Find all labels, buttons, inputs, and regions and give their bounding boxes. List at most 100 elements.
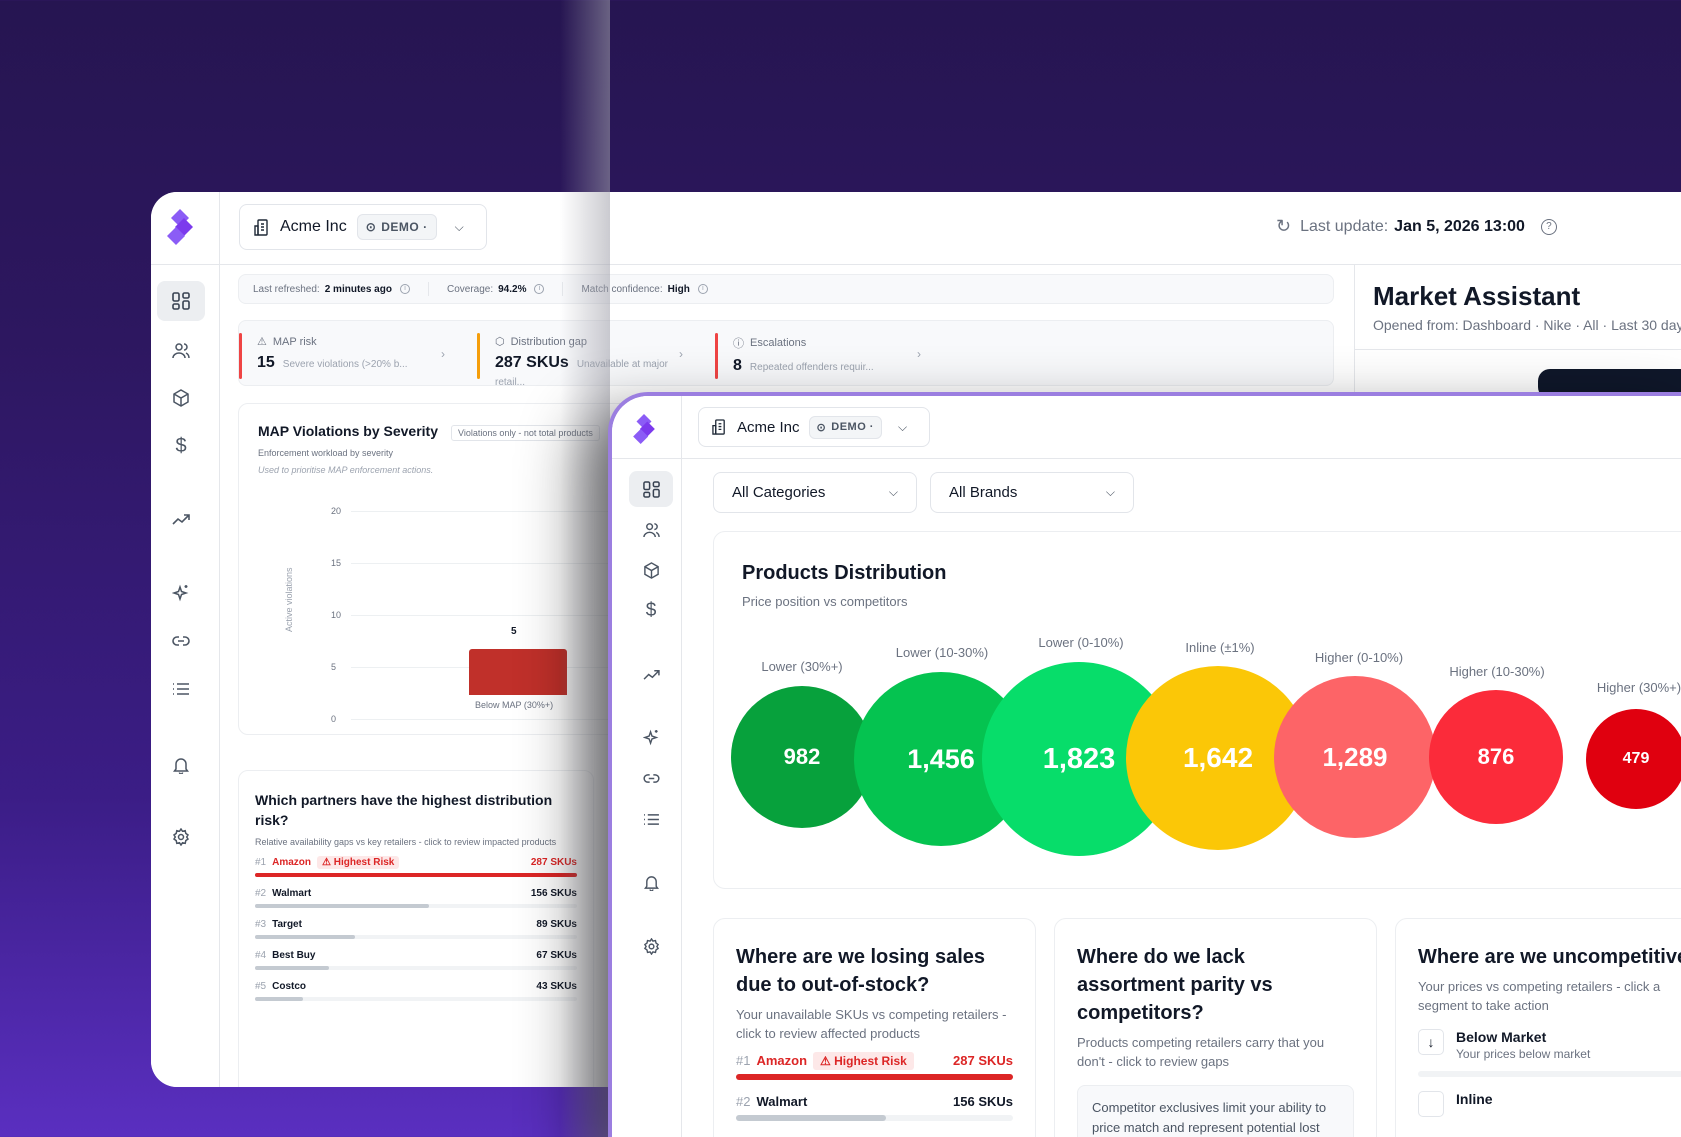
info-icon[interactable]: i (399, 284, 410, 294)
nav-list-icon[interactable] (157, 672, 205, 706)
assortment-note: Competitor exclusives limit your ability… (1077, 1085, 1354, 1137)
card-subtitle: Products competing retailers carry that … (1077, 1035, 1325, 1069)
card-subtitle: Relative availability gaps vs key retail… (255, 837, 557, 847)
sidebar: $ (151, 192, 220, 1087)
card-title: Where are we uncompetitive on price? (1418, 946, 1681, 968)
assistant-title: Market Assistant (1373, 281, 1581, 311)
bar-below-map-30[interactable] (469, 649, 567, 695)
building-icon (712, 419, 725, 435)
bar-value-label: 5 (511, 626, 517, 637)
nav-products-box-icon[interactable] (629, 554, 673, 586)
chevron-down-icon: ⌵ (1105, 485, 1115, 499)
kpi-strip: ⚠ MAP risk 15 Severe violations (>20% b...… (238, 320, 1334, 388)
nav-trends-icon[interactable] (157, 502, 205, 536)
card-subtitle: Price position vs competitors (742, 594, 908, 609)
partner-row[interactable]: #3 Target 89 SKUs (255, 919, 577, 939)
org-switcher[interactable]: Acme Inc ⊙ DEMO · ⌵ (698, 407, 930, 447)
top-bar: Acme Inc ⊙ DEMO · ⌵ (682, 396, 1681, 459)
status-bar: Last refreshed: 2 minutes ago i Coverage: 9… (238, 274, 1334, 304)
card-title: Products Distribution (742, 562, 947, 584)
x-axis-label: Below MAP (30%+) (475, 700, 554, 710)
nav-list-icon[interactable] (629, 803, 673, 835)
highest-risk-badge: ⚠ Highest Risk (813, 1052, 914, 1070)
chevron-right-icon: › (441, 347, 445, 361)
card-subtitle: Your unavailable SKUs vs competing retai… (736, 1007, 1007, 1041)
segment-icon (1418, 1091, 1444, 1117)
chart-subtitle: Enforcement workload by severity (258, 448, 394, 458)
nav-notifications-bell-icon[interactable] (629, 866, 673, 898)
brand-logo-icon (633, 414, 655, 444)
price-competitiveness-card[interactable]: Where are we uncompetitive on price? You… (1395, 918, 1681, 1137)
package-icon: ⬡ (495, 336, 505, 348)
last-update: ↻ Last update: Jan 5, 2026 13:00 ? (1276, 216, 1557, 237)
bubble-higher-30plus[interactable]: 479 (1586, 709, 1681, 809)
info-icon[interactable]: i (697, 284, 708, 294)
assistant-context: Opened from: Dashboard · Nike · All · La… (1373, 317, 1681, 333)
partner-row[interactable]: #2 Walmart 156 SKUs (255, 888, 577, 908)
card-title: Where do we lack assortment parity vs co… (1077, 946, 1273, 1024)
front-dashboard-window: $ Acme Inc ⊙ DEMO · ⌵ All Categories ⌵ All… (608, 392, 1681, 1137)
y-axis-label: Active violations (284, 567, 294, 632)
bubble-lower-30plus[interactable]: 982 (731, 686, 873, 828)
nav-pricing-dollar-icon[interactable]: $ (175, 434, 187, 457)
kpi-escalations[interactable]: ⓘ Escalations 8 Repeated offenders requir.… (715, 321, 945, 385)
arrow-down-icon: ↓ (1418, 1029, 1444, 1055)
org-switcher[interactable]: Acme Inc ⊙ DEMO · ⌵ (239, 204, 487, 250)
nav-settings-gear-icon[interactable] (629, 930, 673, 962)
nav-ai-sparkle-icon[interactable] (629, 721, 673, 753)
price-segment-inline[interactable]: Inline 1,64 (1418, 1091, 1681, 1117)
kpi-map-risk[interactable]: ⚠ MAP risk 15 Severe violations (>20% b...… (239, 321, 469, 385)
partner-row[interactable]: #5 Costco 43 SKUs (255, 981, 577, 1001)
nav-settings-gear-icon[interactable] (157, 820, 205, 854)
bubble-higher-10-30[interactable]: 876 (1429, 690, 1563, 824)
retailer-row[interactable]: #2 Walmart 156 SKUs (736, 1094, 1013, 1121)
sidebar: $ (612, 396, 682, 1137)
org-name: Acme Inc (280, 218, 347, 235)
kpi-distribution-gap[interactable]: ⬡ Distribution gap 287 SKUs Unavailable at… (477, 321, 707, 388)
out-of-stock-card[interactable]: Where are we losing sales due to out-of-… (713, 918, 1036, 1137)
nav-dashboard-icon[interactable] (157, 281, 205, 321)
assortment-parity-card[interactable]: Where do we lack assortment parity vs co… (1054, 918, 1377, 1137)
chevron-right-icon: › (679, 347, 683, 361)
highest-risk-badge: ⚠ Highest Risk (317, 856, 400, 869)
chart-scope-badge: Violations only - not total products (451, 425, 600, 441)
bubble-higher-0-10[interactable]: 1,289 (1274, 676, 1436, 838)
info-icon[interactable]: i (534, 284, 545, 294)
chart-note: Used to prioritise MAP enforcement actio… (258, 465, 434, 475)
chevron-down-icon: ⌵ (888, 485, 898, 499)
demo-badge: ⊙ DEMO · (356, 214, 437, 240)
org-name: Acme Inc (737, 418, 800, 436)
card-subtitle: Your prices vs competing retailers - cli… (1418, 979, 1661, 1013)
chevron-right-icon: › (917, 347, 921, 361)
building-icon (254, 218, 268, 236)
nav-users-icon[interactable] (157, 333, 205, 367)
partner-row[interactable]: #4 Best Buy 67 SKUs (255, 950, 577, 970)
demo-badge: ⊙ DEMO · (808, 415, 882, 439)
nav-notifications-bell-icon[interactable] (157, 748, 205, 782)
brand-filter-select[interactable]: All Brands ⌵ (930, 472, 1134, 513)
nav-pricing-dollar-icon[interactable]: $ (645, 600, 657, 621)
nav-users-icon[interactable] (629, 513, 673, 545)
retailer-row[interactable]: #1 Amazon ⚠ Highest Risk 287 SKUs (736, 1052, 1013, 1080)
card-title: Where are we losing sales due to out-of-… (736, 946, 985, 996)
chevron-down-icon[interactable]: ⌵ (454, 219, 464, 234)
nav-trends-icon[interactable] (629, 658, 673, 690)
oos-retailer-list: #1 Amazon ⚠ Highest Risk 287 SKUs #2 Walmart… (736, 1052, 1013, 1121)
nav-products-box-icon[interactable] (157, 381, 205, 415)
top-bar: Acme Inc ⊙ DEMO · ⌵ ↻ Last update: Jan 5,… (220, 192, 1681, 265)
refresh-icon[interactable]: ↻ (1276, 216, 1292, 236)
chevron-down-icon[interactable]: ⌵ (897, 419, 908, 434)
card-title: Which partners have the highest distribu… (255, 792, 553, 828)
partner-row[interactable]: #1 Amazon ⚠ Highest Risk 287 SKUs (255, 856, 577, 877)
nav-link-icon[interactable] (157, 624, 205, 658)
nav-ai-sparkle-icon[interactable] (157, 576, 205, 610)
partner-risk-card: Which partners have the highest distribu… (238, 770, 594, 1087)
nav-link-icon[interactable] (629, 762, 673, 794)
nav-dashboard-icon[interactable] (629, 471, 673, 507)
category-filter-select[interactable]: All Categories ⌵ (713, 472, 917, 513)
products-distribution-card: Products Distribution Price position vs … (713, 531, 1681, 889)
warning-triangle-icon: ⚠ (257, 336, 267, 348)
help-icon[interactable]: ? (1540, 218, 1557, 235)
map-violations-chart-card: MAP Violations by Severity Violations on… (238, 403, 671, 735)
